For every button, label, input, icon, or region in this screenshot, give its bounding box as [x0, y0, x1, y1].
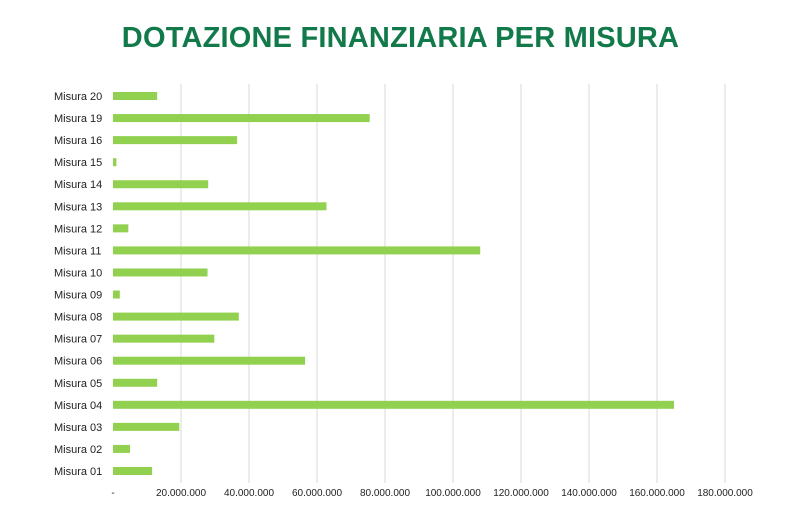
grid-lines: [180, 84, 726, 483]
category-label: Misura 01: [54, 466, 102, 478]
category-label: Misura 19: [54, 113, 102, 125]
bar: [113, 180, 209, 189]
bar: [113, 378, 158, 387]
category-label: Misura 03: [54, 422, 102, 434]
bar: [113, 422, 180, 431]
category-label: Misura 04: [54, 400, 102, 412]
bars: [113, 92, 674, 475]
x-tick-label: 60.000.000: [292, 488, 342, 499]
category-label: Misura 15: [54, 157, 102, 169]
bar: [113, 400, 674, 409]
category-label: Misura 05: [54, 378, 102, 390]
bar: [113, 136, 238, 145]
bar: [113, 356, 306, 365]
x-axis-tick-labels: - 20.000.000 40.000.000 60.000.000 80.000.00…: [111, 488, 753, 499]
bar: [113, 334, 215, 343]
category-label: Misura 12: [54, 223, 102, 235]
x-tick-label: 180.000.000: [697, 488, 753, 499]
category-label: Misura 16: [54, 135, 102, 147]
x-tick-label: 80.000.000: [360, 488, 410, 499]
category-labels: Misura 01 Misura 02 Misura 03 Misura 04 Misu…: [54, 91, 102, 478]
category-label: Misura 10: [54, 267, 102, 279]
category-label: Misura 11: [54, 245, 101, 257]
bar: [113, 92, 158, 100]
bar: [113, 312, 239, 321]
x-tick-label: 40.000.000: [224, 488, 274, 499]
x-tick-label: 100.000.000: [425, 488, 481, 499]
category-label: Misura 14: [54, 179, 102, 191]
bar: [113, 444, 130, 453]
category-label: Misura 07: [54, 334, 102, 346]
category-label: Misura 20: [54, 91, 102, 103]
category-label: Misura 13: [54, 201, 102, 213]
bar: [113, 202, 327, 211]
bar: [113, 246, 481, 255]
bar: [113, 268, 208, 277]
category-label: Misura 08: [54, 312, 102, 324]
x-tick-label: 140.000.000: [561, 488, 617, 499]
x-tick-label: 160.000.000: [629, 488, 685, 499]
category-label: Misura 09: [54, 290, 102, 302]
x-tick-label: 120.000.000: [493, 488, 549, 499]
category-label: Misura 06: [54, 356, 102, 368]
x-tick-label: -: [111, 488, 114, 499]
bar: [113, 114, 370, 123]
bar: [113, 158, 117, 167]
category-label: Misura 02: [54, 444, 102, 456]
x-tick-label: 20.000.000: [156, 488, 206, 499]
chart-title: DOTAZIONE FINANZIARIA PER MISURA: [121, 22, 680, 54]
bar: [113, 467, 153, 475]
bar: [113, 290, 120, 299]
bar: [113, 224, 129, 233]
